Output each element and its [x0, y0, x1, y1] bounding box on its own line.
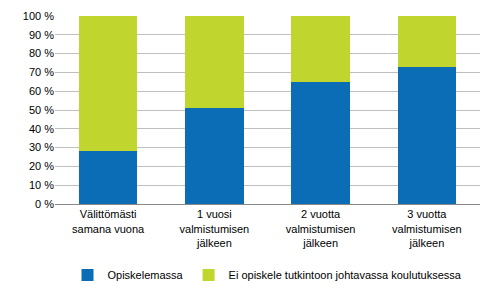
svg-text:50 %: 50 %	[29, 104, 54, 116]
svg-text:70 %: 70 %	[29, 66, 54, 78]
svg-text:Välittömästisamana vuona: Välittömästisamana vuona	[72, 208, 145, 234]
svg-text:20 %: 20 %	[29, 160, 54, 172]
svg-text:0 %: 0 %	[35, 198, 54, 210]
svg-text:3 vuottavalmistumisenjälkeen: 3 vuottavalmistumisenjälkeen	[392, 208, 462, 249]
svg-text:90 %: 90 %	[29, 29, 54, 41]
svg-text:Ei opiskele tutkintoon johtava: Ei opiskele tutkintoon johtavassa koulut…	[229, 269, 462, 281]
svg-text:60 %: 60 %	[29, 85, 54, 97]
svg-text:30 %: 30 %	[29, 141, 54, 153]
svg-text:80 %: 80 %	[29, 47, 54, 59]
svg-text:2 vuottavalmistumisenjälkeen: 2 vuottavalmistumisenjälkeen	[286, 208, 356, 249]
svg-text:10 %: 10 %	[29, 179, 54, 191]
svg-text:100 %: 100 %	[23, 10, 54, 22]
svg-text:Opiskelemassa: Opiskelemassa	[108, 269, 184, 281]
svg-text:40 %: 40 %	[29, 123, 54, 135]
svg-text:1 vuosivalmistumisenjälkeen: 1 vuosivalmistumisenjälkeen	[180, 208, 250, 249]
